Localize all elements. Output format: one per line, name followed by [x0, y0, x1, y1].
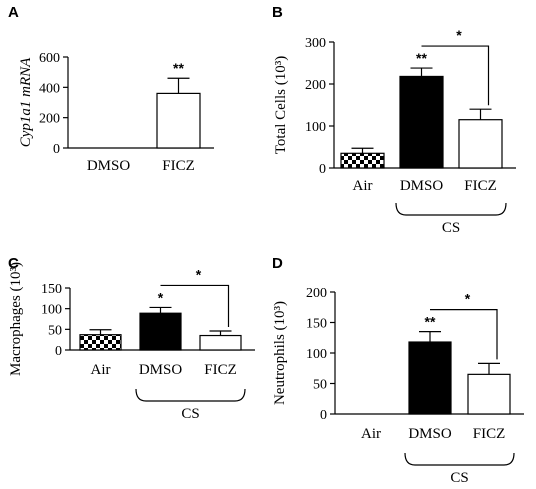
comparison-label: * [456, 27, 462, 43]
y-tick-label: 100 [305, 120, 326, 135]
bar-ficz [467, 373, 511, 415]
panel-b: B 0 100 200 300 Total Cells (10³) Air DMSO ** FIC… [272, 4, 516, 236]
comparison-bracket [160, 284, 230, 327]
y-tick-label: 600 [39, 51, 60, 66]
y-tick-label: 0 [55, 344, 62, 359]
group-label: CS [442, 220, 460, 236]
significance-label: * [158, 289, 164, 305]
significance-label: ** [425, 314, 436, 330]
y-tick-label: 200 [306, 286, 327, 301]
bar-dmso [399, 75, 444, 169]
y-tick-label: 100 [306, 347, 327, 362]
comparison-bracket [421, 45, 490, 106]
bar-air [340, 152, 385, 169]
group-bracket [404, 452, 515, 466]
category-label: Air [91, 362, 111, 378]
group-bracket [135, 388, 246, 402]
category-label: FICZ [204, 362, 237, 378]
panel-letter: A [8, 4, 19, 21]
y-tick-label: 0 [319, 162, 326, 177]
bar-ficz [156, 92, 201, 149]
y-tick-label: 150 [41, 282, 62, 297]
category-label: DMSO [87, 158, 131, 174]
y-tick-label: 50 [313, 378, 327, 393]
comparison-label: * [196, 266, 202, 282]
comparison-bracket [430, 309, 498, 360]
category-label: DMSO [139, 362, 183, 378]
panel-letter: C [8, 255, 19, 272]
y-tick-label: 100 [41, 303, 62, 318]
y-axis-label: Cyp1a1 mRNA [18, 57, 34, 147]
bar-dmso [139, 312, 182, 351]
category-label: FICZ [464, 178, 497, 194]
category-label: DMSO [400, 178, 444, 194]
panel-letter: B [272, 4, 283, 21]
group-bracket [395, 202, 507, 216]
bar-ficz [199, 334, 242, 351]
category-label: FICZ [473, 426, 506, 442]
category-label: FICZ [162, 158, 195, 174]
significance-label: ** [173, 60, 184, 76]
bar-ficz [458, 119, 503, 169]
y-tick-label: 200 [305, 78, 326, 93]
y-tick-label: 0 [53, 142, 60, 157]
y-axis-label: Total Cells (10³) [273, 56, 289, 154]
panel-letter: D [272, 255, 283, 272]
category-label: Air [353, 178, 373, 194]
bar-air [79, 334, 122, 351]
y-axis-label: Macrophages (10³) [8, 262, 24, 376]
y-tick-label: 200 [39, 112, 60, 127]
group-label: CS [450, 470, 468, 486]
y-tick-label: 150 [306, 317, 327, 332]
y-tick-label: 400 [39, 81, 60, 96]
panel-c: C 0 50 100 150 Macrophages (10³) Air DMSO * FICZ *… [8, 255, 255, 422]
panel-a: A 0 200 400 600 Cyp1a1 mRNA DMSO FICZ ** [8, 4, 214, 174]
significance-label: ** [416, 50, 427, 66]
panel-d: D 0 50 100 150 200 Neutrophils (10³) Air DMSO ** F… [272, 255, 524, 486]
y-tick-label: 300 [305, 36, 326, 51]
category-label: DMSO [408, 426, 452, 442]
category-label: Air [361, 426, 381, 442]
comparison-label: * [465, 291, 471, 307]
bar-dmso [408, 341, 452, 415]
y-axis-label: Neutrophils (10³) [272, 301, 288, 405]
group-label: CS [181, 406, 199, 422]
y-tick-label: 0 [320, 408, 327, 423]
y-tick-label: 50 [48, 323, 62, 338]
